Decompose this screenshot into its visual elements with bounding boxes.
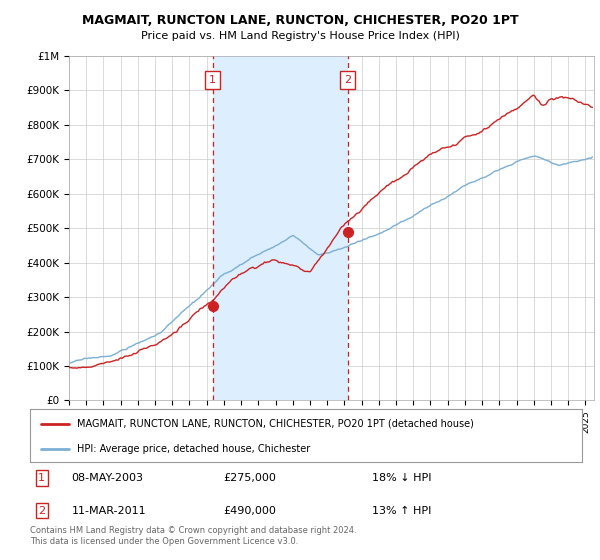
Text: 08-MAY-2003: 08-MAY-2003 [71,473,143,483]
Text: 1: 1 [38,473,45,483]
Text: HPI: Average price, detached house, Chichester: HPI: Average price, detached house, Chic… [77,444,310,454]
Text: 2: 2 [344,75,351,85]
Text: MAGMAIT, RUNCTON LANE, RUNCTON, CHICHESTER, PO20 1PT (detached house): MAGMAIT, RUNCTON LANE, RUNCTON, CHICHEST… [77,419,474,429]
Text: £275,000: £275,000 [223,473,276,483]
Text: 1: 1 [209,75,216,85]
Text: 11-MAR-2011: 11-MAR-2011 [71,506,146,516]
Text: £490,000: £490,000 [223,506,276,516]
Bar [213,56,347,400]
Text: MAGMAIT, RUNCTON LANE, RUNCTON, CHICHESTER, PO20 1PT: MAGMAIT, RUNCTON LANE, RUNCTON, CHICHEST… [82,14,518,27]
Text: 2: 2 [38,506,46,516]
Text: 18% ↓ HPI: 18% ↓ HPI [372,473,432,483]
Text: Contains HM Land Registry data © Crown copyright and database right 2024.
This d: Contains HM Land Registry data © Crown c… [30,526,356,546]
Text: 13% ↑ HPI: 13% ↑ HPI [372,506,431,516]
Text: Price paid vs. HM Land Registry's House Price Index (HPI): Price paid vs. HM Land Registry's House … [140,31,460,41]
